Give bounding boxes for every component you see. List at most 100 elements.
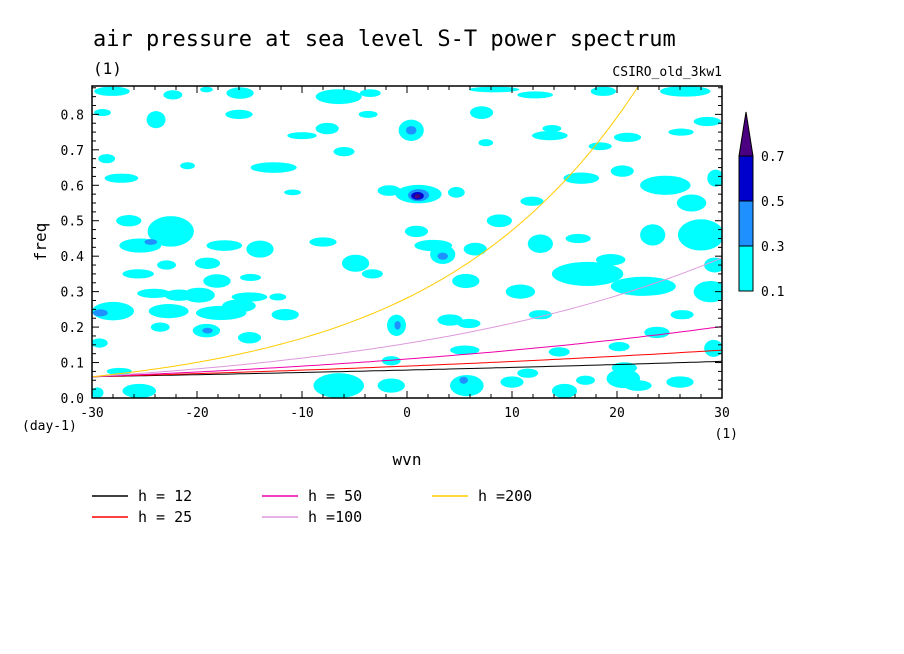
- contour-blob: [180, 162, 195, 170]
- contour-blob: [505, 284, 536, 299]
- y-tick-label: 0.7: [61, 144, 84, 159]
- contour-blob: [94, 86, 130, 96]
- contour-blob: [222, 299, 256, 313]
- curve-5: [92, 86, 640, 378]
- contour-blob: [704, 339, 722, 357]
- contour-blob: [548, 347, 570, 357]
- contour-blob: [551, 261, 624, 286]
- contour-blob: [163, 90, 183, 100]
- contour-blob: [150, 322, 170, 332]
- contour-blob: [640, 175, 691, 195]
- legend-label: h = 12: [138, 487, 192, 505]
- contour-blob: [668, 128, 694, 136]
- legend-label: h =200: [478, 487, 532, 505]
- colorbar-label: 0.3: [761, 240, 784, 255]
- contour-blob: [470, 106, 494, 119]
- contour-blob: [104, 173, 139, 183]
- contour-blob: [676, 194, 707, 212]
- contour-blob: [452, 273, 480, 289]
- contour-blob: [486, 214, 512, 228]
- contour-blob: [468, 86, 520, 93]
- contour-blob: [677, 219, 722, 251]
- contour-blob: [459, 376, 468, 384]
- contour-blob: [531, 131, 568, 141]
- contour-blob: [463, 242, 487, 256]
- contour-blob: [194, 257, 221, 269]
- contour-blob: [92, 387, 104, 398]
- contour-blob: [405, 126, 417, 135]
- x-tick-label: 0: [403, 406, 411, 421]
- contour-blob: [231, 292, 268, 302]
- y-tick-label: 0.6: [61, 179, 84, 194]
- contour-blob: [450, 374, 484, 397]
- curve-2: [92, 349, 722, 378]
- colorbar-segment: [738, 200, 754, 247]
- contour-blob: [315, 122, 339, 135]
- contour-blob: [137, 288, 171, 299]
- contour-blob: [284, 189, 301, 196]
- contour-blob: [157, 260, 176, 270]
- contour-blob: [450, 345, 480, 355]
- contour-blob: [590, 86, 616, 96]
- contour-blob: [361, 269, 383, 279]
- chart-title: air pressure at sea level S-T power spec…: [93, 27, 676, 52]
- y-axis-ticks: 0.0 0.1 0.2 0.3 0.4 0.5 0.6 0.7 0.8: [61, 87, 722, 407]
- contour-blob: [206, 240, 243, 251]
- model-label: CSIRO_old_3kw1: [612, 65, 722, 80]
- contour-blob: [666, 376, 694, 388]
- legend-label: h =100: [308, 508, 362, 526]
- contour-blob: [315, 89, 362, 105]
- curve-3: [92, 326, 722, 378]
- contour-blob: [447, 187, 465, 198]
- contour-blob: [610, 165, 634, 177]
- contour-blob: [226, 87, 254, 99]
- contour-blob: [704, 257, 722, 273]
- contour-blob: [693, 281, 722, 303]
- contour-blob: [377, 185, 401, 196]
- contour-blob: [116, 215, 142, 227]
- contour-layer: [92, 86, 722, 398]
- y-tick-label: 0.2: [61, 321, 84, 336]
- y-tick-label: 0.3: [61, 286, 84, 301]
- contour-blob: [404, 225, 429, 238]
- contour-blob: [144, 239, 158, 245]
- plot-area: -30 -20 -10 0 10 20 30 0.00.10.20.30.40.50.60.…: [61, 85, 730, 421]
- colorbar-label: 0.5: [761, 195, 784, 210]
- contour-blob: [381, 356, 401, 366]
- contour-blob: [271, 309, 299, 321]
- x-tick-label: -10: [290, 406, 313, 421]
- y-tick-label: 0.1: [61, 357, 84, 372]
- y-tick-label: 0.4: [61, 250, 85, 265]
- contour-blob: [122, 269, 154, 279]
- legend-label: h = 50: [308, 487, 362, 505]
- contour-blob: [148, 304, 189, 319]
- y-axis-label: freq: [31, 223, 50, 262]
- colorbar-label: 0.1: [761, 285, 784, 300]
- contour-blob: [517, 368, 539, 378]
- contour-blob: [478, 139, 494, 147]
- contour-blob: [624, 380, 652, 391]
- x-tick-label: -30: [80, 406, 103, 421]
- x-axis-label: wvn: [393, 450, 422, 469]
- contour-blob: [313, 373, 364, 398]
- x-tick-label: 20: [609, 406, 625, 421]
- contour-blob: [250, 162, 297, 173]
- contour-blob: [377, 378, 405, 393]
- contour-blob: [359, 89, 381, 97]
- contour-blob: [707, 169, 722, 187]
- contour-blob: [500, 376, 524, 388]
- contour-blob: [358, 110, 378, 118]
- x-tick-label: -20: [185, 406, 208, 421]
- contour-blob: [93, 309, 108, 317]
- contour-blob: [693, 116, 721, 127]
- x-axis-ticks: -30 -20 -10 0 10 20 30: [80, 86, 730, 421]
- contour-blob: [542, 125, 562, 133]
- x-tick-label: 30: [714, 406, 730, 421]
- colorbar-segment: [738, 245, 754, 292]
- contour-blob: [437, 314, 463, 326]
- contour-blob: [517, 91, 553, 99]
- contour-blob: [225, 109, 253, 119]
- contour-blob: [565, 233, 591, 244]
- contour-blob: [588, 142, 612, 151]
